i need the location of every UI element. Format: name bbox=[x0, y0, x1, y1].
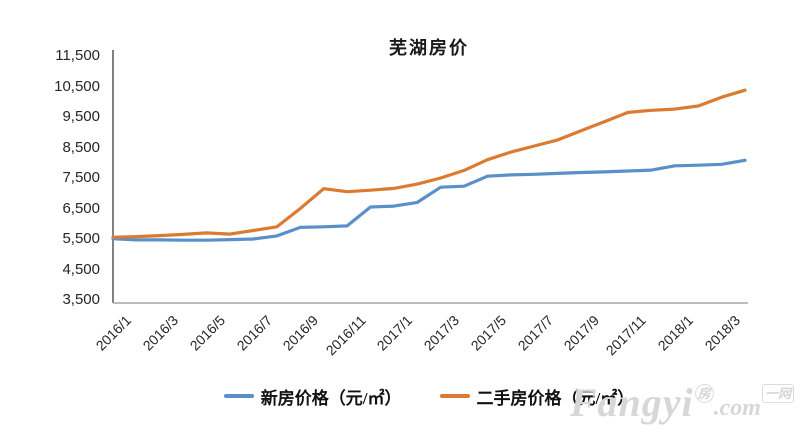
y-tick-label: 6,500 bbox=[62, 199, 100, 217]
chart-title: 芜湖房价 bbox=[389, 38, 469, 58]
legend-line-swatch-blue bbox=[223, 394, 254, 398]
watermark-fangyi-logo: Fangyi 房.com一网 bbox=[570, 379, 794, 426]
series-line-1 bbox=[111, 88, 747, 239]
y-tick-label: 5,500 bbox=[62, 230, 100, 247]
y-tick-label: 9,500 bbox=[62, 108, 100, 125]
y-tick-label: 11,500 bbox=[55, 47, 100, 64]
y-tick-label: 8,500 bbox=[62, 138, 100, 156]
series-line-0 bbox=[111, 158, 747, 242]
legend-line-swatch-orange bbox=[439, 394, 470, 398]
y-tick-label: 10,500 bbox=[54, 77, 100, 95]
legend-label-second-hand: 二手房价格（元/㎡） bbox=[476, 388, 635, 408]
y-tick-label: 3,500 bbox=[62, 291, 100, 308]
y-tick-label: 7,500 bbox=[62, 169, 100, 186]
watermark-domain-text: .com bbox=[713, 395, 761, 421]
legend-item-new-home: 新房价格（元/㎡） bbox=[223, 384, 402, 409]
legend-label-new-home: 新房价格（元/㎡） bbox=[260, 388, 402, 408]
legend: 新房价格（元/㎡） 二手房价格（元/㎡） bbox=[113, 383, 745, 409]
legend-item-second-hand: 二手房价格（元/㎡） bbox=[439, 384, 635, 409]
y-tick-label: 4,500 bbox=[62, 260, 100, 278]
watermark-brand-text: Fangyi bbox=[569, 380, 694, 425]
watermark-cn-char-fang: 房 bbox=[694, 384, 714, 403]
watermark-cn-char-yiwang: 一网 bbox=[761, 384, 794, 403]
